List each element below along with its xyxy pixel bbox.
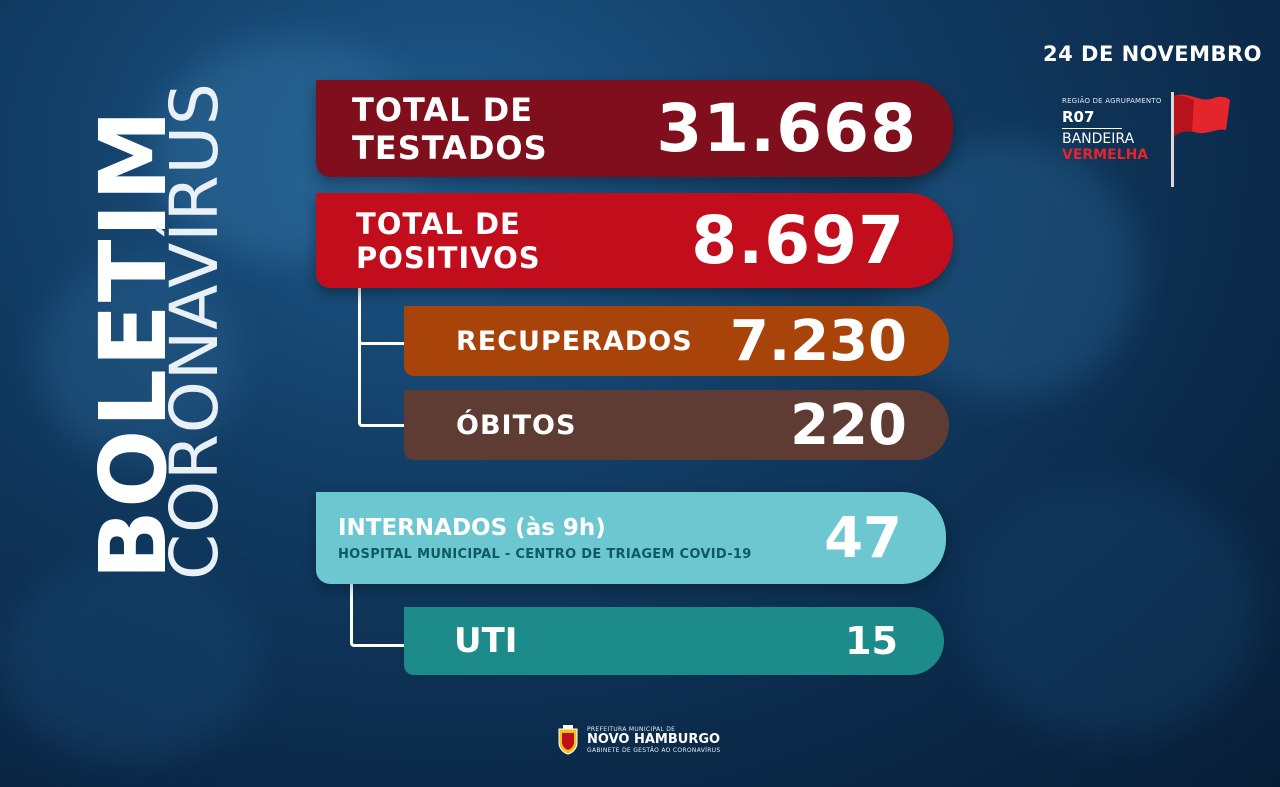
stat-label: RECUPERADOS bbox=[456, 325, 693, 357]
region-band-color: VERMELHA bbox=[1062, 147, 1149, 163]
stat-bar-uti: UTI 15 bbox=[404, 607, 944, 675]
region-code: R07 bbox=[1062, 108, 1122, 129]
stat-label: INTERNADOS (às 9h) bbox=[338, 514, 606, 541]
title-line-coronavirus: CORONAVÍRUS bbox=[156, 82, 233, 580]
stat-bar-testados: TOTAL DE TESTADOS 31.668 bbox=[316, 80, 953, 177]
footer-logo: PREFEITURA MUNICIPAL DE NOVO HAMBURGO GA… bbox=[557, 725, 720, 755]
red-flag-icon bbox=[1171, 92, 1230, 187]
footer-text: PREFEITURA MUNICIPAL DE NOVO HAMBURGO GA… bbox=[587, 726, 720, 754]
stat-value: 7.230 bbox=[729, 308, 907, 374]
stat-label: TOTAL DE TESTADOS bbox=[352, 90, 548, 167]
stat-value: 8.697 bbox=[691, 202, 905, 279]
stat-bar-positivos: TOTAL DE POSITIVOS 8.697 bbox=[316, 193, 953, 288]
stat-label: TOTAL DE POSITIVOS bbox=[356, 206, 541, 275]
stat-label: UTI bbox=[454, 621, 518, 661]
footer-line-3: GABINETE DE GESTÃO AO CORONAVÍRUS bbox=[587, 747, 721, 754]
stat-value: 31.668 bbox=[656, 90, 917, 167]
background-virus-shape bbox=[0, 560, 260, 760]
connector-line bbox=[350, 570, 441, 647]
stat-sublabel: HOSPITAL MUNICIPAL - CENTRO DE TRIAGEM C… bbox=[338, 546, 752, 562]
stat-value: 220 bbox=[790, 392, 907, 458]
stat-bar-internados: INTERNADOS (às 9h) HOSPITAL MUNICIPAL - … bbox=[316, 492, 946, 584]
stat-value: 47 bbox=[824, 505, 902, 571]
connector-line bbox=[358, 280, 441, 345]
connector-line bbox=[358, 340, 441, 427]
region-band-label: BANDEIRA bbox=[1062, 131, 1135, 147]
stat-label: ÓBITOS bbox=[456, 409, 577, 441]
stat-bar-obitos: ÓBITOS 220 bbox=[404, 390, 949, 460]
internados-label-group: INTERNADOS (às 9h) HOSPITAL MUNICIPAL - … bbox=[338, 515, 752, 562]
stat-value: 15 bbox=[845, 619, 898, 663]
bulletin-date: 24 DE NOVEMBRO bbox=[1042, 42, 1262, 66]
background-virus-shape bbox=[960, 480, 1260, 740]
footer-line-2: NOVO HAMBURGO bbox=[587, 732, 721, 747]
footer-line-1: PREFEITURA MUNICIPAL DE bbox=[587, 726, 676, 733]
region-small-label: REGIÃO DE AGRUPAMENTO bbox=[1062, 97, 1162, 105]
stat-bar-recuperados: RECUPERADOS 7.230 bbox=[404, 306, 949, 376]
background-virus-shape bbox=[40, 260, 240, 460]
region-info: REGIÃO DE AGRUPAMENTO R07 BANDEIRA VERME… bbox=[1062, 97, 1242, 197]
city-crest-icon bbox=[558, 725, 578, 755]
